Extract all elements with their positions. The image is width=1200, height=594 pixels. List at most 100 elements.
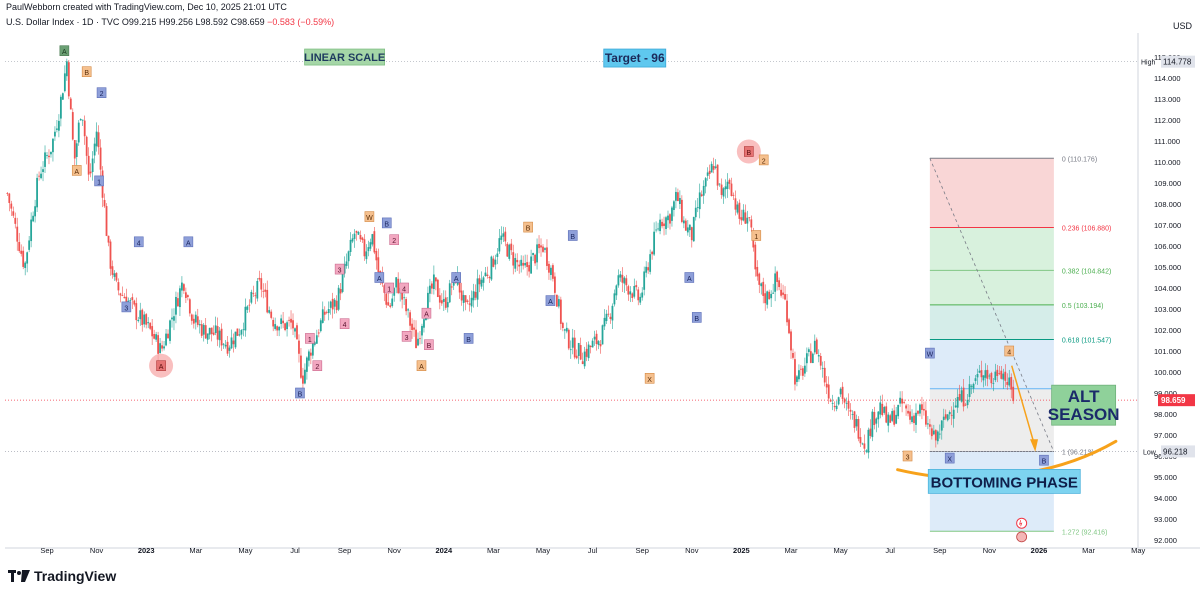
price-tick-label: 100.000 [1154,368,1181,377]
change-value: −0.583 (−0.59%) [267,17,335,27]
candle-body [56,128,58,130]
candle-body [641,292,644,298]
candle-body [718,183,721,185]
candle-body [75,143,78,157]
candle-body [595,333,598,344]
candle-body [512,252,515,266]
candle-body [873,411,876,426]
candle-body [798,370,800,380]
candle-body [940,420,943,431]
wave-label: A [424,312,429,319]
candle-body [946,414,949,421]
candle-body [815,339,818,355]
candle-body [61,93,64,100]
candle-body [179,288,181,308]
candle-body [573,337,576,358]
wave-label: 1 [97,179,101,186]
candle-body [498,238,501,252]
candle-body [450,286,453,288]
candle-body [764,293,767,304]
time-tick-label: 2023 [138,546,155,555]
candle-body [617,275,620,286]
candle-body [105,206,108,236]
candle-body [688,224,691,231]
wave-label-box [295,387,305,399]
candle-body [706,172,709,176]
tradingview-icon [8,570,30,582]
candle-body [762,281,765,296]
candle-body [821,367,824,369]
candle-body [192,318,195,324]
candle-body [669,214,671,224]
wave-label-box [401,330,412,342]
candle-body [637,289,640,301]
candle-body [65,61,68,77]
candle-body [805,353,808,364]
wave-label: A [548,299,553,306]
time-tick-label: Sep [933,546,946,555]
candle-body [837,397,840,405]
candle-body [583,351,586,367]
candle-body [99,147,102,170]
candle-body [357,231,360,235]
candle-body [121,295,124,296]
candle-body [776,271,779,282]
candle-body [389,305,392,307]
wave-label: 4 [402,287,406,294]
candle-body [28,240,31,250]
candle-body [853,411,856,428]
candle-body [111,266,114,275]
candle-body [633,285,636,297]
candle-body [244,306,247,331]
time-tick-label: Nov [983,546,997,555]
candle-body [974,378,977,381]
tradingview-wordmark: TradingView [34,568,117,584]
fib-zone [929,227,1054,271]
wave-label: X [947,457,952,464]
candle-body [722,188,725,197]
candle-body [236,328,239,336]
wave-label-box [71,165,82,176]
candle-body [304,369,306,384]
candle-body [256,280,259,299]
candle-body [371,234,374,245]
wave-label-box [339,318,350,330]
candle-body [470,297,473,307]
candle-body [540,245,542,248]
candle-body [593,336,596,340]
time-tick-label: Jul [885,546,895,555]
candle-body [16,226,19,242]
candle-body [976,374,979,378]
price-tick-label: 111.000 [1154,137,1180,146]
candle-body [794,359,796,385]
candle-body [262,290,265,292]
candle-body [169,320,171,341]
wave-label: 3 [405,335,409,342]
candle-body [907,410,909,414]
candle-body [994,371,997,381]
high-value: 99.256 [165,17,193,27]
candle-body [579,345,582,360]
candle-body [557,299,560,307]
candle-body [30,219,33,242]
projection-arrow-head [1030,439,1039,452]
candle-body [696,207,699,208]
price-tick-label: 98.000 [1154,410,1177,419]
candle-body [407,309,409,311]
candle-body [659,219,661,232]
price-tick-label: 101.000 [1154,347,1181,356]
candle-body [942,416,945,420]
candle-body [85,136,88,156]
candle-body [190,314,193,321]
candle-body [680,199,683,222]
candle-body [919,404,921,414]
candle-body [151,326,154,337]
candle-body [684,220,687,231]
candle-body [448,283,451,303]
candle-body [460,290,463,301]
candle-body [746,217,749,224]
candle-body [663,223,665,227]
candle-body [813,340,816,353]
candle-body [754,244,757,270]
